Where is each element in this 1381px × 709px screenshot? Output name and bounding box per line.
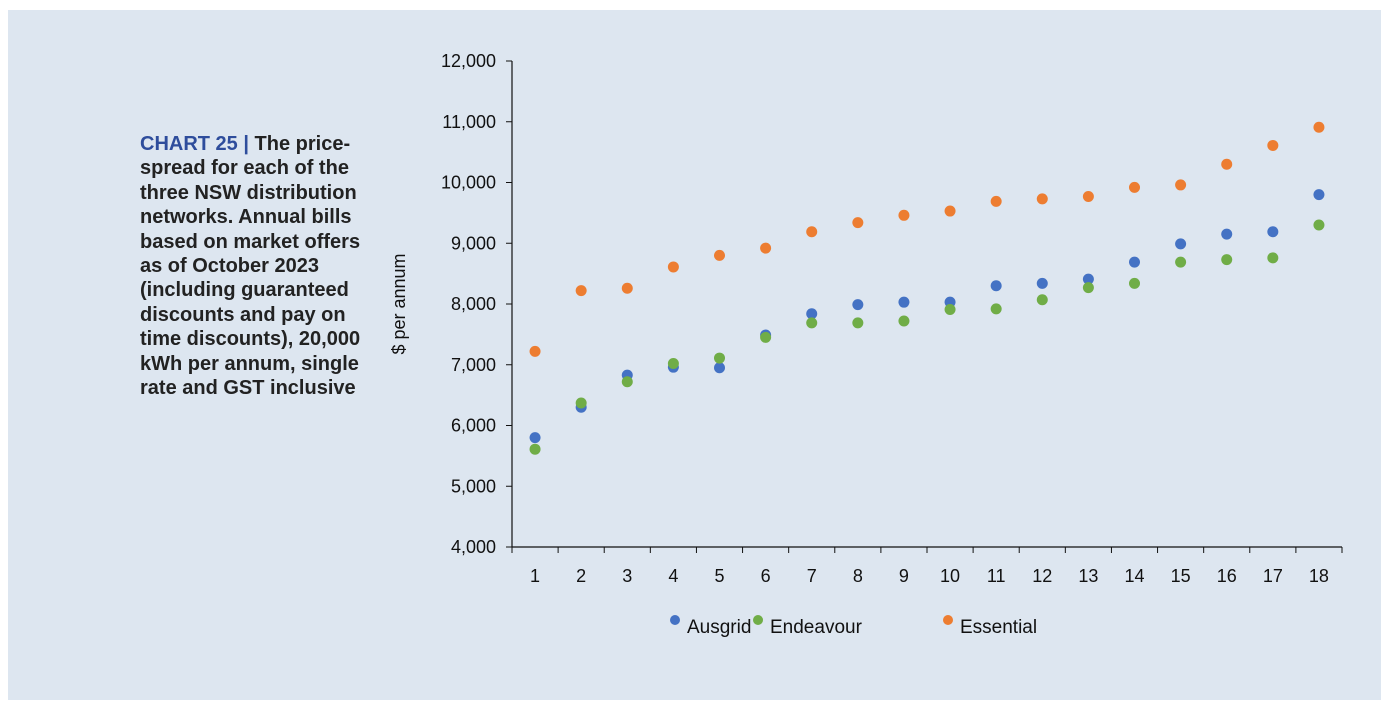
data-point — [667, 358, 679, 370]
data-point — [990, 195, 1002, 207]
x-tick-label: 15 — [1171, 566, 1191, 586]
data-point — [806, 308, 818, 320]
x-tick-label: 10 — [940, 566, 960, 586]
legend-marker — [943, 615, 953, 625]
x-tick-label: 6 — [761, 566, 771, 586]
y-tick-label: 6,000 — [451, 416, 496, 436]
data-point — [1036, 277, 1048, 289]
data-point — [1267, 226, 1279, 238]
x-axis-ticks: 1 2 3 4 5 6 7 8 9 10 11 12 13 14 15 16 17 18 — [511, 547, 1343, 586]
data-point — [1313, 219, 1325, 231]
y-axis-ticks: 4,000 5,000 6,000 7,000 8,000 9,000 10,000 11,0… — [441, 51, 512, 557]
data-point — [575, 285, 587, 297]
data-point — [1221, 228, 1233, 240]
x-tick-label: 13 — [1078, 566, 1098, 586]
data-point — [1175, 238, 1187, 250]
data-point — [1267, 252, 1279, 264]
x-tick-label: 5 — [714, 566, 724, 586]
data-point — [714, 362, 725, 374]
y-tick-label: 4,000 — [451, 537, 496, 557]
data-point — [760, 331, 772, 343]
caption-label: CHART 25 | — [140, 133, 249, 155]
chart-caption: CHART 25 | The price-spread for each of … — [140, 132, 380, 400]
y-tick-label: 10,000 — [441, 173, 496, 193]
x-tick-label: 8 — [853, 566, 863, 586]
data-point — [1313, 121, 1325, 133]
x-tick-label: 17 — [1263, 566, 1283, 586]
caption-text: The price-spread for each of the three N… — [140, 133, 361, 400]
data-point — [714, 352, 725, 364]
data-point — [1267, 139, 1279, 151]
series-essential — [529, 121, 1325, 357]
data-point — [1175, 256, 1187, 268]
data-point — [898, 296, 910, 308]
data-points — [529, 121, 1325, 455]
legend-marker — [753, 615, 763, 625]
data-point — [621, 376, 633, 388]
legend-label: Essential — [960, 617, 1037, 638]
y-tick-label: 11,000 — [442, 112, 496, 132]
chart-panel — [8, 10, 1381, 700]
x-tick-label: 7 — [807, 566, 817, 586]
data-point — [1036, 294, 1048, 306]
data-point — [621, 282, 633, 294]
axes — [511, 61, 1342, 548]
x-tick-label: 18 — [1309, 566, 1329, 586]
x-tick-label: 14 — [1124, 566, 1144, 586]
data-point — [990, 303, 1002, 315]
legend-item-endeavour: Endeavour — [753, 615, 863, 638]
data-point — [944, 205, 956, 217]
x-tick-label: 4 — [668, 566, 678, 586]
data-point — [852, 299, 864, 311]
y-tick-label: 5,000 — [451, 476, 496, 496]
y-tick-label: 9,000 — [451, 233, 496, 253]
legend-item-ausgrid: Ausgrid — [670, 615, 751, 638]
data-point — [1175, 179, 1187, 191]
series-ausgrid — [529, 189, 1325, 444]
data-point — [806, 226, 818, 238]
data-point — [529, 443, 541, 455]
y-axis-label: $ per annum — [389, 253, 409, 354]
data-point — [806, 317, 818, 329]
data-point — [898, 315, 910, 327]
data-point — [529, 432, 541, 444]
series-endeavour — [529, 219, 1325, 455]
data-point — [1129, 277, 1140, 289]
x-tick-label: 9 — [899, 566, 909, 586]
x-tick-label: 11 — [987, 566, 1006, 586]
data-point — [529, 345, 541, 357]
data-point — [1082, 282, 1094, 294]
data-point — [1082, 273, 1094, 285]
data-point — [1221, 158, 1233, 170]
y-tick-label: 12,000 — [441, 51, 496, 71]
x-tick-label: 3 — [622, 566, 632, 586]
data-point — [714, 249, 725, 261]
legend-label: Endeavour — [770, 617, 863, 638]
data-point — [760, 242, 772, 254]
x-tick-label: 12 — [1032, 566, 1052, 586]
data-point — [944, 303, 956, 315]
data-point — [1082, 190, 1094, 202]
y-tick-label: 7,000 — [451, 355, 496, 375]
legend-marker — [670, 615, 680, 625]
data-point — [667, 261, 679, 273]
x-tick-label: 1 — [530, 566, 540, 586]
data-point — [1221, 254, 1233, 266]
data-point — [1036, 193, 1048, 205]
y-tick-label: 8,000 — [451, 294, 496, 314]
legend: Ausgrid Endeavour Essential — [670, 615, 1037, 638]
data-point — [575, 397, 587, 409]
x-tick-label: 2 — [576, 566, 586, 586]
legend-item-essential: Essential — [943, 615, 1037, 638]
data-point — [1129, 181, 1140, 193]
data-point — [990, 280, 1002, 292]
data-point — [852, 217, 864, 229]
data-point — [1129, 256, 1140, 268]
data-point — [1313, 189, 1325, 201]
data-point — [898, 209, 910, 221]
x-tick-label: 16 — [1217, 566, 1237, 586]
legend-label: Ausgrid — [687, 617, 751, 638]
data-point — [852, 317, 864, 329]
